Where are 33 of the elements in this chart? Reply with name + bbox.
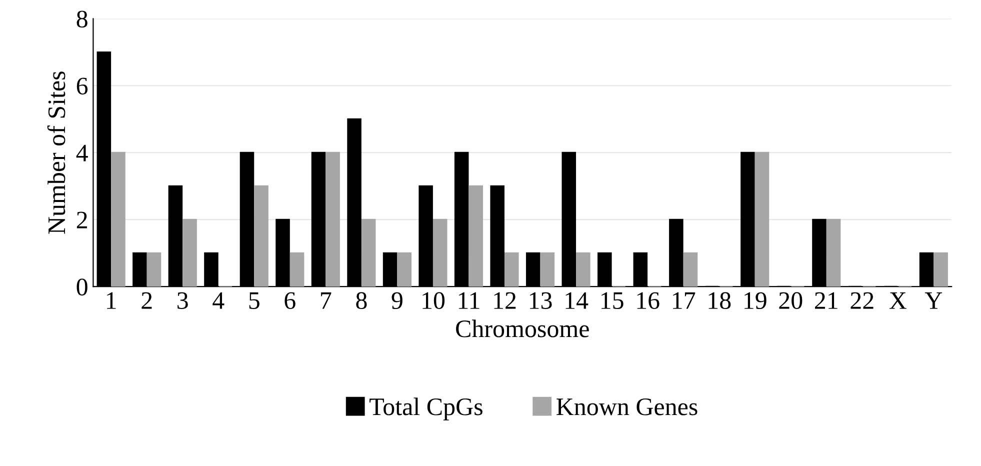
y-tick-label: 6 — [76, 78, 88, 95]
x-tick-label: 9 — [392, 292, 402, 310]
x-tick-label: 6 — [284, 292, 296, 310]
x-tick-label: 7 — [321, 292, 332, 309]
x-tick-label: 4 — [212, 292, 224, 309]
x-tick-label: 14 — [566, 292, 588, 309]
x-tick-label: 21 — [814, 292, 838, 309]
x-tick-label: 20 — [779, 292, 802, 310]
x-tick-label: Y — [924, 292, 942, 309]
y-tick-label: 2 — [76, 212, 87, 228]
x-tick-label: 5 — [249, 292, 260, 310]
x-tick-label: 15 — [601, 292, 624, 310]
y-tick-label: 8 — [76, 10, 88, 28]
x-tick-label: 22 — [850, 292, 874, 309]
legend-label: Total CpGs — [370, 398, 482, 420]
x-tick-label: 13 — [530, 292, 552, 310]
x-tick-label: 3 — [178, 292, 188, 310]
y-tick-label: 4 — [76, 144, 88, 162]
x-tick-label: X — [889, 292, 906, 309]
x-tick-label: 2 — [142, 292, 152, 309]
x-tick-label: 19 — [744, 292, 766, 310]
legend-label: Known Genes — [556, 398, 698, 416]
x-tick-label: 11 — [458, 292, 480, 309]
x-tick-label: 8 — [356, 292, 367, 310]
x-tick-label: 18 — [708, 292, 731, 310]
x-tick-label: 17 — [673, 292, 696, 309]
y-tick-label: 0 — [76, 278, 88, 296]
x-tick-label: 1 — [107, 292, 116, 309]
y-axis-title: Number of Sites — [47, 72, 66, 234]
x-axis-title: Chromosome — [456, 320, 589, 338]
x-tick-label: 10 — [422, 292, 445, 310]
x-tick-label: 12 — [494, 292, 516, 309]
x-tick-label: 16 — [637, 292, 660, 310]
